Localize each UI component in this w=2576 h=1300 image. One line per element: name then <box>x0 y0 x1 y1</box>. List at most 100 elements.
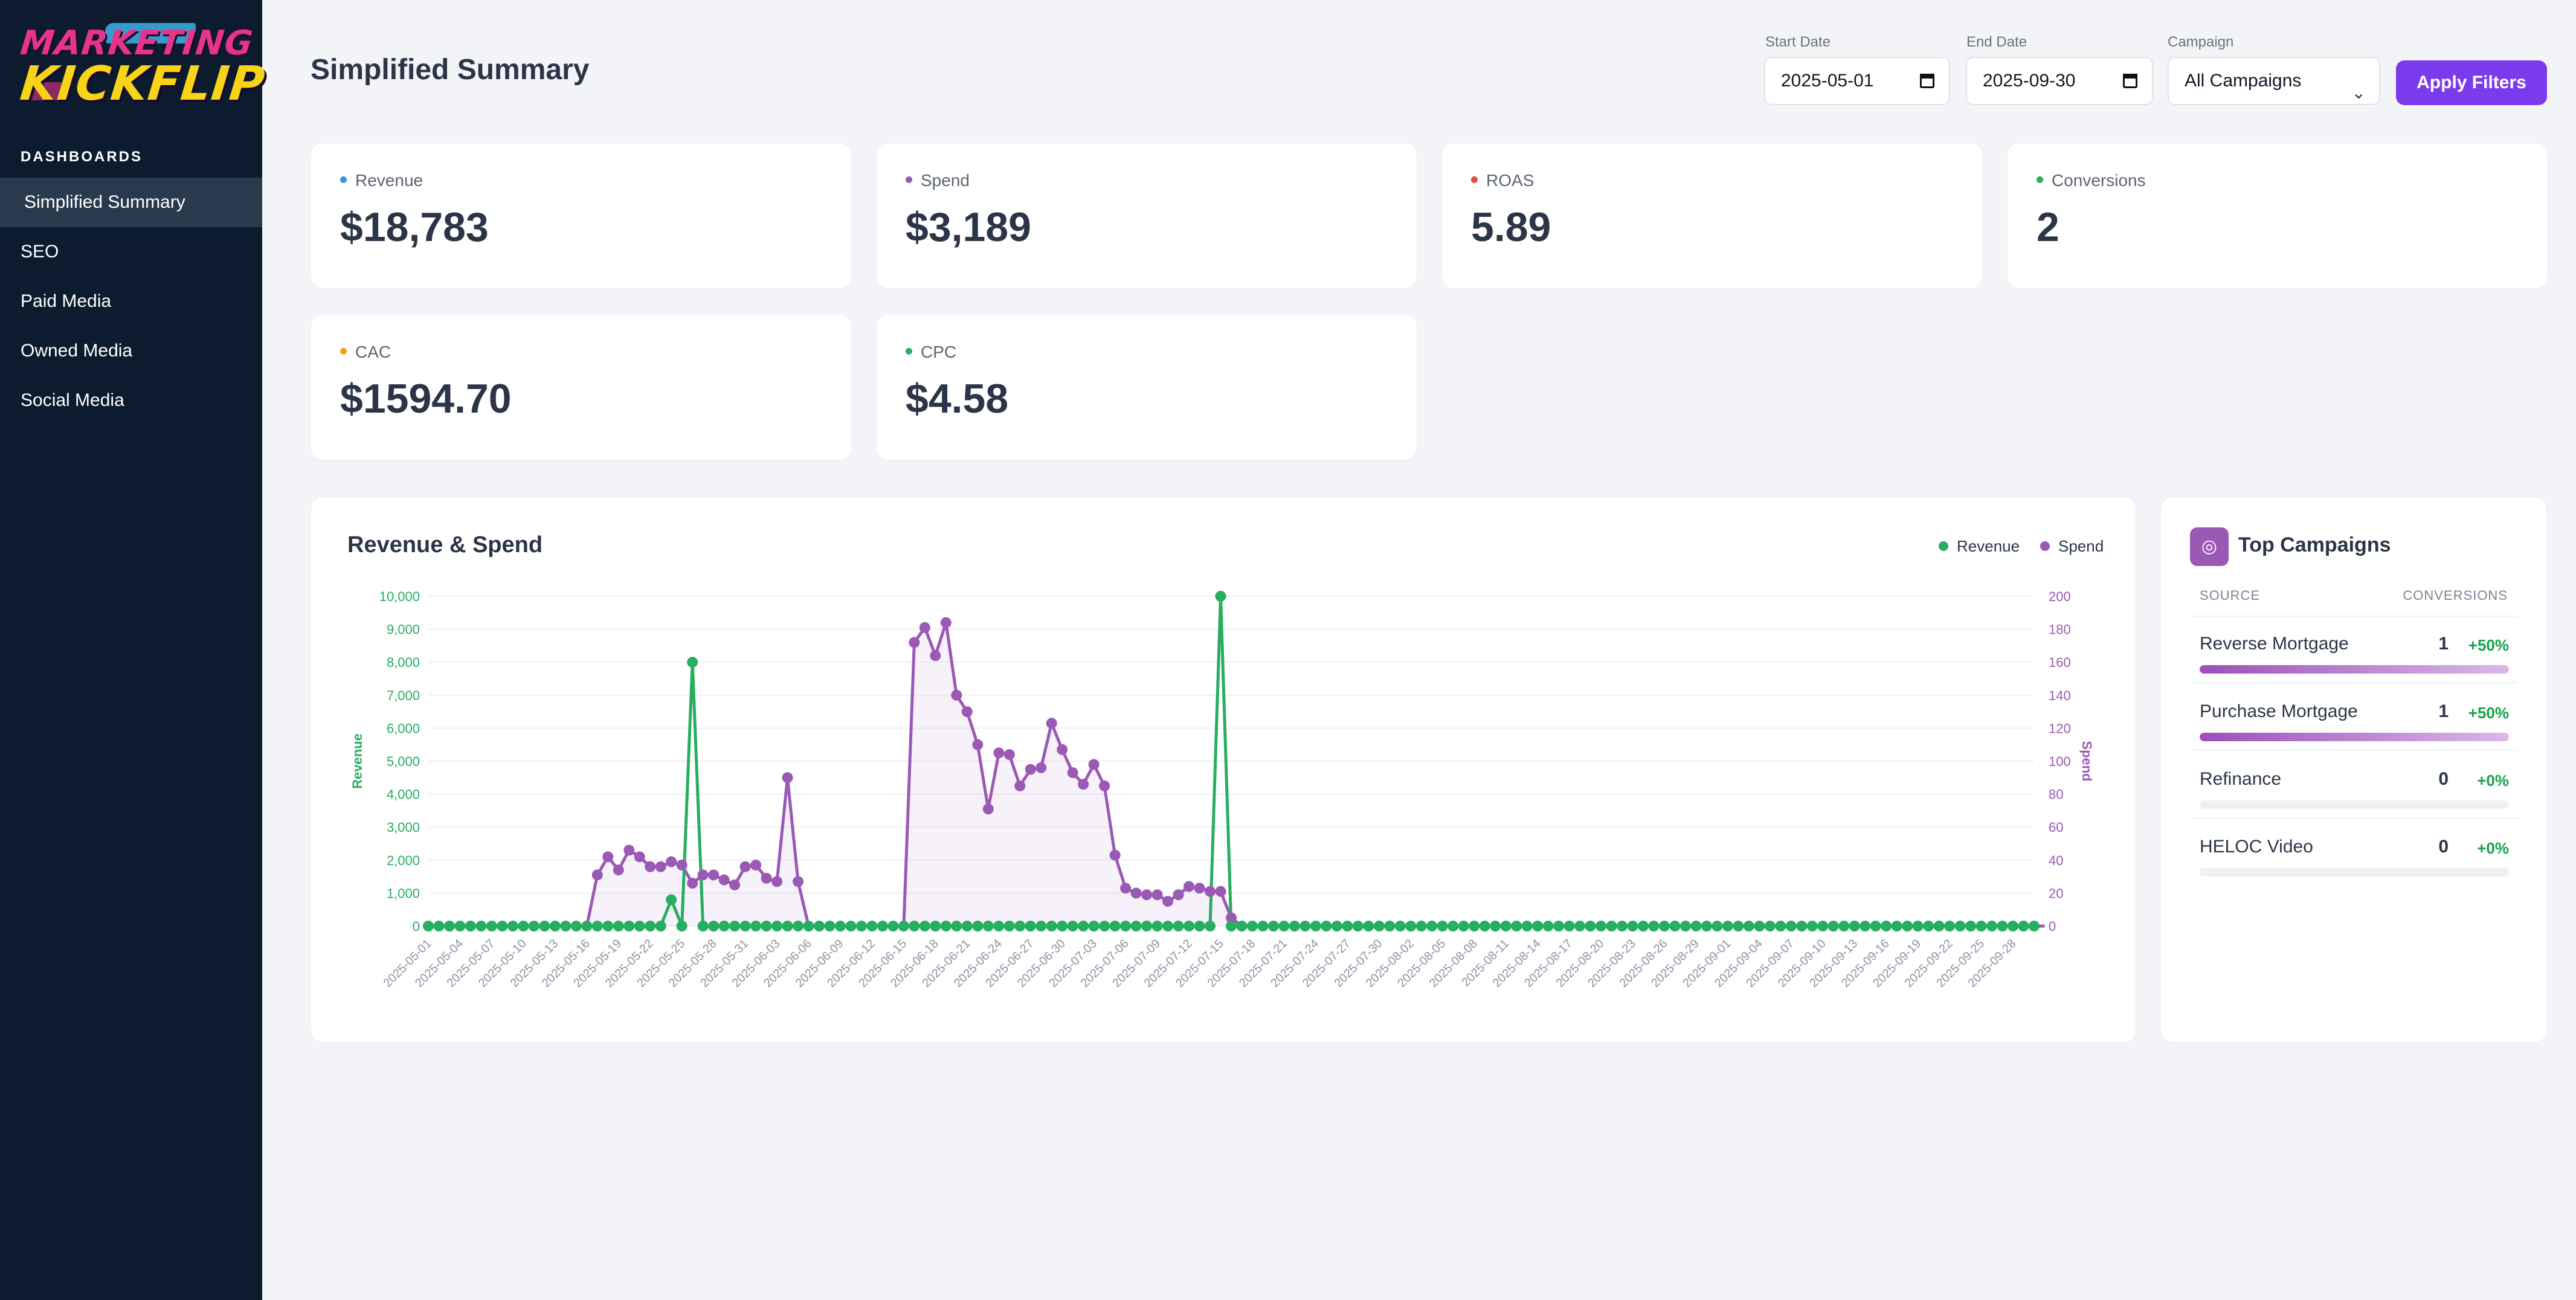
spend-point <box>718 874 730 886</box>
col-header-conversions: CONVERSIONS <box>2403 588 2508 603</box>
y2-tick-label: 60 <box>2049 820 2063 835</box>
spend-point <box>961 706 973 718</box>
revenue-point <box>1817 921 1829 932</box>
kpi-value: 5.89 <box>1471 204 1551 250</box>
calendar-icon[interactable] <box>2123 74 2137 88</box>
progress-fill <box>2200 665 2509 674</box>
revenue-point <box>1796 921 1808 932</box>
revenue-point <box>1078 921 1089 932</box>
brand-logo[interactable]: MARKETING KICKFLIP <box>18 23 268 120</box>
revenue-point <box>1827 921 1839 932</box>
kpi-card-cac: CAC $1594.70 <box>311 314 852 460</box>
y-tick-label: 5,000 <box>387 754 420 769</box>
revenue-point <box>1891 921 1902 932</box>
kpi-card-roas: ROAS 5.89 <box>1441 143 1983 289</box>
y-tick-label: 10,000 <box>379 589 420 604</box>
campaign-row[interactable]: HELOC Video 0 +0% <box>2200 837 2509 904</box>
revenue-point <box>1003 921 1015 932</box>
spend-point <box>1078 779 1089 790</box>
spend-point <box>634 851 645 863</box>
revenue-point <box>454 921 466 932</box>
revenue-point <box>581 921 593 932</box>
sidebar-item-simplified-summary[interactable]: Simplified Summary <box>0 178 262 227</box>
revenue-point <box>591 921 603 932</box>
campaign-select[interactable]: All Campaigns ⌄ <box>2168 57 2380 105</box>
legend-dot-icon <box>2040 541 2050 552</box>
revenue-point <box>1088 921 1100 932</box>
legend-dot-icon <box>1939 541 1948 552</box>
campaign-conversions: 0 <box>2438 837 2449 857</box>
revenue-point <box>1669 921 1681 932</box>
sidebar-item-social-media[interactable]: Social Media <box>21 390 124 410</box>
revenue-point <box>1321 921 1332 932</box>
kpi-card-cpc: CPC $4.58 <box>876 314 1417 460</box>
top-campaigns-title: Top Campaigns <box>2238 533 2391 556</box>
revenue-point <box>623 921 635 932</box>
campaign-row[interactable]: Reverse Mortgage 1 +50% <box>2200 634 2509 701</box>
end-date-input[interactable]: 2025-09-30 <box>1966 57 2153 105</box>
legend-revenue[interactable]: Revenue <box>1939 537 2020 556</box>
status-dot-icon <box>906 176 912 184</box>
revenue-point <box>972 921 984 932</box>
kpi-card-conversions: Conversions 2 <box>2007 143 2548 289</box>
revenue-point <box>1627 921 1638 932</box>
campaign-row[interactable]: Refinance 0 +0% <box>2200 769 2509 837</box>
y-tick-label: 3,000 <box>387 820 420 835</box>
revenue-point <box>761 921 772 932</box>
kpi-value: $3,189 <box>906 204 1031 250</box>
revenue-point <box>539 921 550 932</box>
revenue-point <box>560 921 572 932</box>
revenue-point <box>602 921 614 932</box>
revenue-point <box>1902 921 1913 932</box>
campaign-change: +0% <box>2477 839 2509 857</box>
campaign-row[interactable]: Purchase Mortgage 1 +50% <box>2200 701 2509 769</box>
spend-point <box>1120 883 1132 894</box>
revenue-point <box>1035 921 1047 932</box>
sidebar-item-paid-media[interactable]: Paid Media <box>21 291 112 311</box>
campaign-name: Refinance <box>2200 769 2282 789</box>
revenue-point <box>613 921 624 932</box>
revenue-point <box>1458 921 1469 932</box>
revenue-point <box>1733 921 1744 932</box>
revenue-point <box>793 921 804 932</box>
revenue-point <box>1975 921 1987 932</box>
revenue-point <box>718 921 730 932</box>
calendar-icon[interactable] <box>1920 74 1934 88</box>
sidebar-item-seo[interactable]: SEO <box>21 242 59 262</box>
divider <box>2191 616 2517 617</box>
revenue-point <box>771 921 783 932</box>
revenue-point <box>1363 921 1374 932</box>
revenue-spend-chart[interactable]: 0 1,000 2,000 3,000 4,000 5,000 6,000 7,000 8,00… <box>311 497 2137 1043</box>
kpi-label: ROAS <box>1486 171 1534 190</box>
revenue-point <box>898 921 909 932</box>
spend-point <box>1151 889 1163 901</box>
revenue-point <box>475 921 487 932</box>
revenue-point <box>1384 921 1396 932</box>
revenue-point <box>1658 921 1670 932</box>
y2-tick-label: 80 <box>2049 787 2063 802</box>
apply-filters-button[interactable]: Apply Filters <box>2396 60 2547 105</box>
sidebar-item-owned-media[interactable]: Owned Media <box>21 341 133 361</box>
revenue-point <box>666 894 677 906</box>
campaign-progress-bar <box>2200 665 2509 674</box>
y2-tick-label: 120 <box>2049 721 2071 736</box>
revenue-point <box>1617 921 1628 932</box>
revenue-point <box>1785 921 1797 932</box>
start-date-input[interactable]: 2025-05-01 <box>1764 57 1950 105</box>
revenue-point <box>1585 921 1596 932</box>
revenue-point <box>486 921 497 932</box>
logo-line2: KICKFLIP <box>18 57 268 111</box>
y-tick-label: 2,000 <box>387 853 420 868</box>
spend-point <box>909 637 920 648</box>
revenue-point <box>803 921 814 932</box>
revenue-point <box>1151 921 1163 932</box>
kpi-value: $1594.70 <box>340 376 512 422</box>
revenue-point <box>1521 921 1533 932</box>
campaign-change: +0% <box>2477 771 2509 790</box>
revenue-point <box>729 921 741 932</box>
revenue-point <box>1046 921 1057 932</box>
spend-point <box>951 689 962 701</box>
legend-spend[interactable]: Spend <box>2040 537 2104 556</box>
kpi-label: CAC <box>355 343 391 361</box>
kpi-card-spend: Spend $3,189 <box>876 143 1417 289</box>
